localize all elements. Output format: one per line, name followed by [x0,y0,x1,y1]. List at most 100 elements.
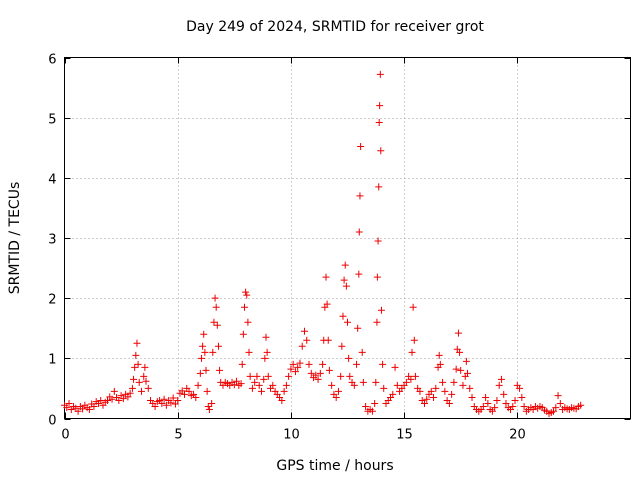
data-point [197,354,205,362]
data-point [488,407,496,415]
data-point [178,387,186,395]
data-point [391,363,399,371]
data-point [450,378,458,386]
data-point [202,366,210,374]
data-point [142,377,150,385]
data-point [319,360,327,368]
chart-title: Day 249 of 2024, SRMTID for receiver gro… [186,19,484,35]
data-point [380,384,388,392]
data-point [294,363,302,371]
data-point [493,396,501,404]
data-point [79,405,87,413]
x-tick-label: 5 [174,428,182,443]
data-point [334,387,342,395]
data-point [280,387,288,395]
data-point [409,303,417,311]
data-point [185,387,193,395]
data-point [427,387,435,395]
data-point [552,404,560,412]
data-point [239,330,247,338]
data-point [192,393,200,401]
data-point [210,318,218,326]
y-axis-label: SRMTID / TECUs [7,182,23,295]
data-point [509,402,517,410]
data-point [420,399,428,407]
data-point [463,369,471,377]
x-tick-label: 0 [61,428,69,443]
data-point [162,401,170,409]
data-point [495,381,503,389]
data-point [160,395,168,403]
data-point [289,360,297,368]
data-point [74,407,82,415]
data-point [518,393,526,401]
data-point [556,399,564,407]
data-point [372,378,380,386]
x-tick-label: 15 [396,428,413,443]
data-point [353,360,361,368]
data-point [257,387,265,395]
data-point [342,282,350,290]
data-point [554,392,562,400]
data-point [441,387,449,395]
data-point [341,261,349,269]
data-point [375,183,383,191]
data-point [337,372,345,380]
data-point [389,390,397,398]
data-point [411,372,419,380]
data-point [287,365,295,373]
data-point [144,384,152,392]
y-tick-label: 6 [48,53,56,68]
data-point [379,360,387,368]
data-point [251,378,259,386]
data-point [354,324,362,332]
data-point [200,330,208,338]
data-point [245,348,253,356]
data-point [479,402,487,410]
data-point [356,192,364,200]
data-point [373,273,381,281]
data-point [377,147,385,155]
data-point [134,360,142,368]
data-points [61,70,585,418]
data-point [339,312,347,320]
data-point [371,399,379,407]
data-point [376,70,384,78]
data-point [133,339,141,347]
data-point [282,381,290,389]
data-point [169,394,177,402]
data-point [410,336,418,344]
data-point [459,381,467,389]
data-point [137,387,145,395]
data-point [435,351,443,359]
y-tick-label: 3 [48,233,56,248]
data-point [264,372,272,380]
data-point [253,372,261,380]
data-point [151,402,159,410]
data-point [119,395,127,403]
data-point [213,321,221,329]
data-point [303,336,311,344]
data-point [291,368,299,376]
data-point [262,333,270,341]
data-point [204,402,212,410]
data-point [362,402,370,410]
data-point [502,399,510,407]
data-point [344,318,351,326]
data-point [345,354,353,362]
data-point [135,378,143,386]
data-point [408,348,416,356]
data-point [131,363,139,371]
data-point [269,381,277,389]
data-point [205,405,213,413]
data-point [402,378,410,386]
data-point [140,372,148,380]
data-point [240,303,248,311]
data-point [432,384,440,392]
data-point [261,354,269,362]
data-point [448,390,456,398]
data-point [260,375,268,383]
data-point [374,237,382,245]
data-point [324,336,332,344]
data-point [263,348,271,356]
